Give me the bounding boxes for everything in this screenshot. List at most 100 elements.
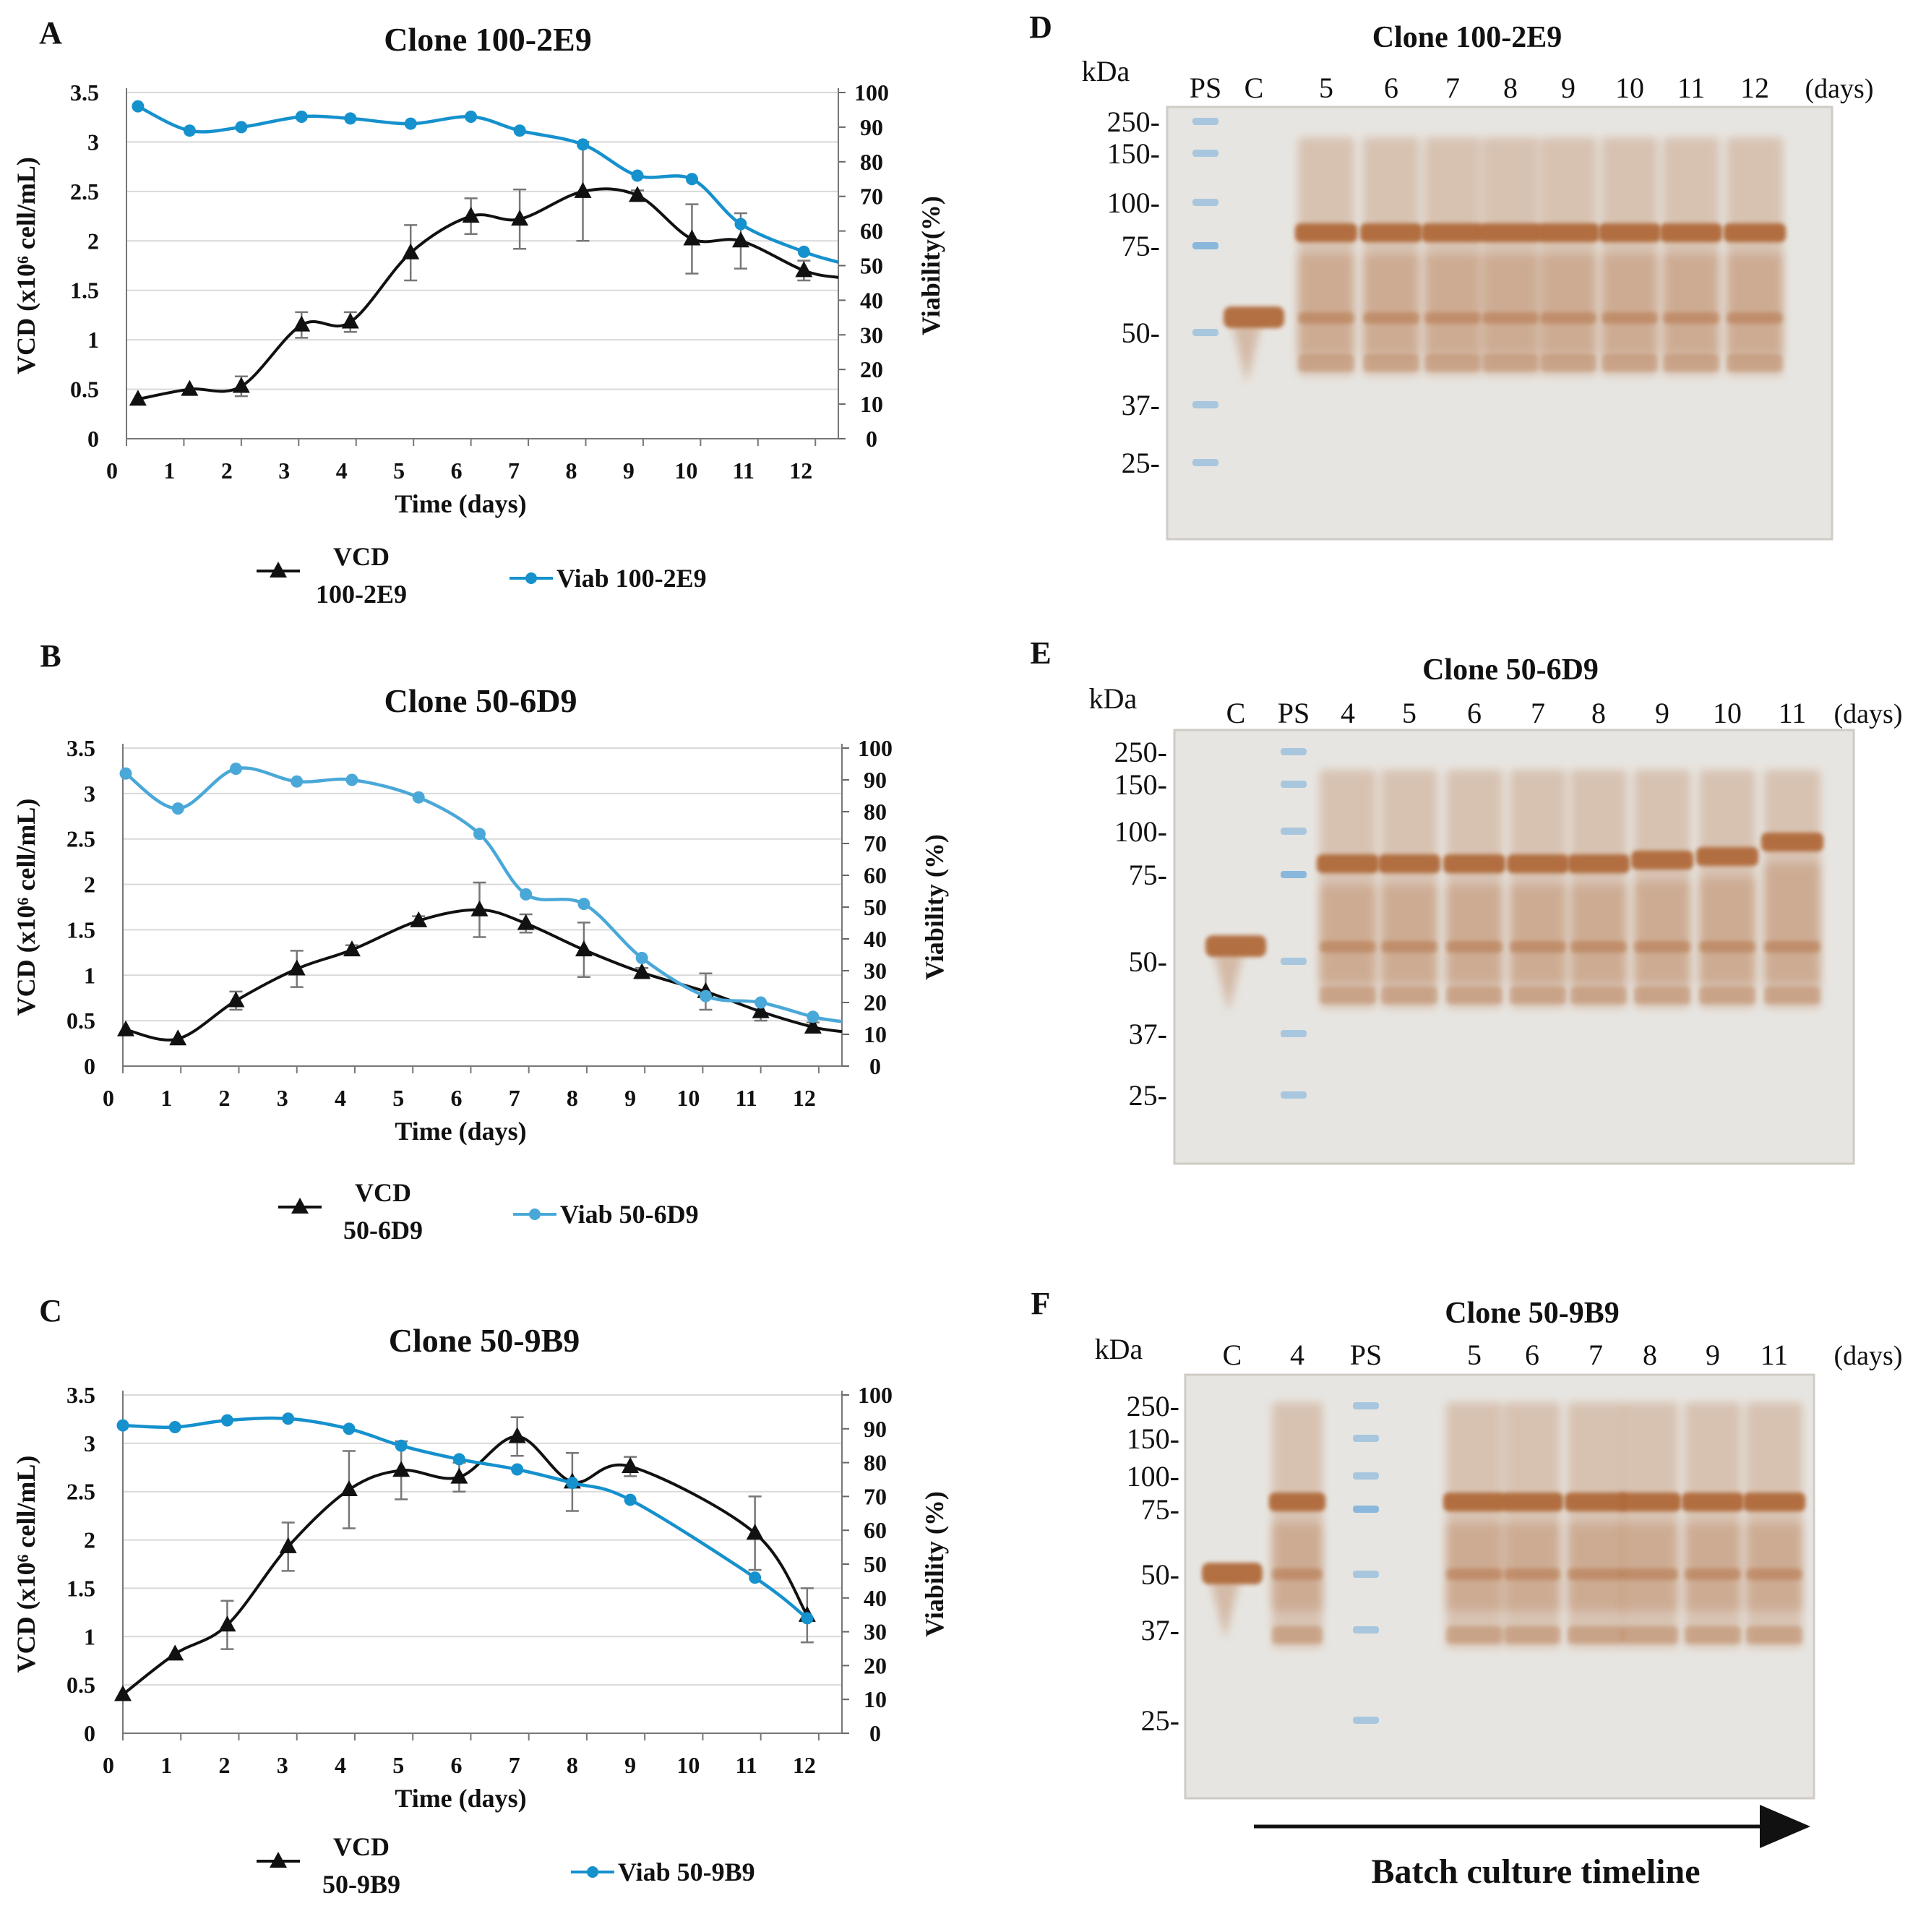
mw-label: 50- <box>1129 945 1167 978</box>
data-point-circle <box>295 111 308 124</box>
y-tick-label: 1 <box>84 1623 95 1649</box>
x-tick-label: 5 <box>393 458 405 484</box>
y-axis-title: VCD (x10⁶ cell/mL) <box>12 1456 40 1673</box>
data-point-circle <box>797 245 810 258</box>
lane-label: PS <box>1278 697 1310 729</box>
lane-label: 5 <box>1467 1339 1482 1371</box>
lane-label: PS <box>1350 1339 1383 1371</box>
y-tick-label: 0 <box>84 1720 95 1746</box>
x-tick-label: 7 <box>509 1752 520 1778</box>
x-tick-label: 3 <box>277 1085 288 1111</box>
data-point-triangle <box>218 1615 236 1632</box>
legend-text: 50-6D9 <box>343 1216 423 1245</box>
legend-marker-triangle <box>291 1198 309 1214</box>
data-point-circle <box>235 121 248 134</box>
data-point-circle <box>511 1463 524 1476</box>
panel-letter: D <box>1029 9 1052 45</box>
ladder-band <box>1281 748 1307 755</box>
data-point-triangle <box>575 940 593 957</box>
secondary-band <box>1568 1568 1624 1580</box>
data-point-circle <box>807 1010 820 1023</box>
data-point-circle <box>635 951 648 964</box>
data-point-triangle <box>752 1002 770 1018</box>
mw-label: 37- <box>1141 1614 1179 1647</box>
x-tick-label: 2 <box>221 458 233 484</box>
lane-mid-smear <box>1540 254 1596 354</box>
lane-mid-smear <box>1602 254 1658 354</box>
product-band <box>1537 223 1599 242</box>
x-tick-label: 9 <box>624 1752 636 1778</box>
y2-tick-label: 60 <box>860 218 883 244</box>
secondary-band <box>1699 941 1755 953</box>
panel-letter: E <box>1030 635 1051 671</box>
control-band <box>1205 935 1266 957</box>
gel-title: Clone 100-2E9 <box>1372 21 1562 54</box>
secondary-band <box>1622 1568 1678 1580</box>
legend-marker-triangle <box>270 1852 287 1868</box>
low-band <box>1320 987 1376 1004</box>
data-point-circle <box>577 898 590 911</box>
ladder-band <box>1281 1030 1307 1037</box>
y2-axis-title: Viability (%) <box>920 1491 949 1637</box>
x-tick-label: 10 <box>676 1752 700 1778</box>
lane-label: 5 <box>1319 72 1333 104</box>
mw-label: 100- <box>1114 815 1167 848</box>
data-point-triangle <box>628 186 646 202</box>
y2-tick-label: 60 <box>864 1517 887 1543</box>
x-tick-label: 0 <box>103 1752 114 1778</box>
secondary-band <box>1685 1568 1741 1580</box>
x-tick-label: 10 <box>676 1085 700 1111</box>
low-band <box>1510 987 1566 1004</box>
kda-label: kDa <box>1089 682 1138 715</box>
y2-tick-label: 0 <box>869 1720 881 1746</box>
y-tick-label: 0 <box>87 426 99 452</box>
y2-tick-label: 10 <box>864 1021 887 1047</box>
product-band <box>1317 854 1379 873</box>
product-band <box>1479 223 1542 242</box>
data-point-circle <box>119 767 132 780</box>
y2-tick-label: 100 <box>854 80 889 106</box>
y2-tick-label: 20 <box>864 989 887 1016</box>
mw-label: 250- <box>1114 736 1167 768</box>
control-smear <box>1214 954 1243 1012</box>
y2-tick-label: 30 <box>864 958 887 984</box>
lane-label: 6 <box>1525 1339 1539 1371</box>
product-band <box>1682 1493 1744 1511</box>
y-tick-label: 2 <box>87 228 99 254</box>
days-label: (days) <box>1834 699 1903 729</box>
x-axis-title: Time (days) <box>395 489 526 518</box>
mw-label: 150- <box>1114 768 1167 801</box>
y2-tick-label: 80 <box>864 799 887 825</box>
lane-mid-smear <box>1746 1524 1802 1610</box>
data-point-triangle <box>511 210 529 226</box>
kda-label: kDa <box>1082 55 1130 87</box>
data-point-triangle <box>181 379 199 396</box>
days-label: (days) <box>1834 1341 1903 1371</box>
data-point-circle <box>631 169 644 182</box>
kda-label: kDa <box>1095 1333 1143 1365</box>
y2-tick-label: 80 <box>860 149 883 175</box>
lane-label: 10 <box>1615 72 1644 104</box>
secondary-band <box>1298 312 1354 324</box>
data-point-triangle <box>114 1685 132 1701</box>
legend-text: VCD <box>333 1832 390 1861</box>
data-point-triangle <box>450 1467 468 1484</box>
y-tick-label: 0.5 <box>70 377 99 403</box>
lane-mid-smear <box>1510 885 1566 983</box>
gel-panel-F: F Clone 50-9B9 kDa (days) 250-150- 100-75- 50-… <box>1031 1286 1903 1800</box>
y2-tick-label: 50 <box>864 894 887 920</box>
x-axis-title: Time (days) <box>395 1117 526 1146</box>
data-point-triangle <box>227 991 245 1008</box>
y2-tick-label: 70 <box>860 184 883 210</box>
ladder-band <box>1353 1435 1379 1442</box>
lane-label: C <box>1226 697 1246 729</box>
secondary-band <box>1272 1568 1323 1580</box>
legend-text: 50-9B9 <box>322 1870 400 1899</box>
x-tick-label: 4 <box>335 1085 346 1111</box>
lane-mid-smear <box>1622 1524 1678 1610</box>
mw-label: 75- <box>1122 230 1160 262</box>
ladder-band <box>1281 871 1307 878</box>
data-point-circle <box>345 773 358 786</box>
lane-label: 12 <box>1740 72 1769 104</box>
legend-text: Viab 100-2E9 <box>556 564 707 593</box>
